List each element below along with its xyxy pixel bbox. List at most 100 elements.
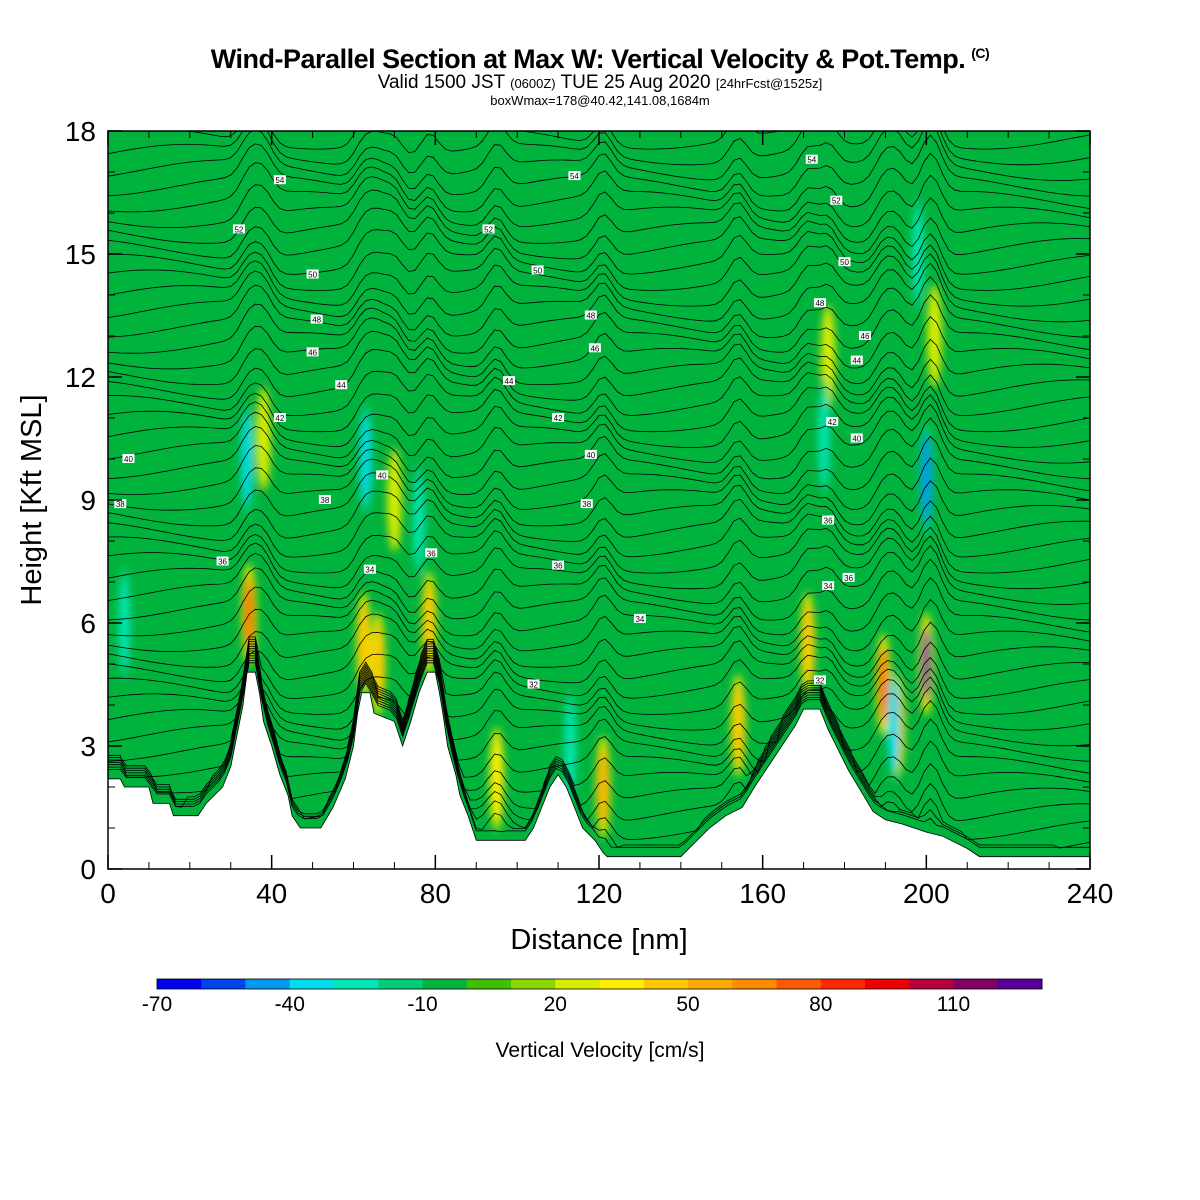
colorbar-tick-label: 80 xyxy=(809,993,832,1016)
x-tick-label: 0 xyxy=(100,878,116,909)
colorbar-frame xyxy=(156,978,1043,990)
theta-contour-line xyxy=(108,315,1090,370)
valid-date: TUE 25 Aug 2020 xyxy=(560,72,711,93)
theta-contour-line xyxy=(108,648,1090,778)
theta-contour-label-text: 36 xyxy=(824,517,833,526)
chart-subtitle: Valid 1500 JST (0600Z) TUE 25 Aug 2020 [… xyxy=(0,72,1200,94)
theta-contour-line xyxy=(108,435,1090,495)
downdraft-core-20 xyxy=(888,680,899,771)
colorbar-swatch xyxy=(378,979,423,989)
theta-contour-label: 32 xyxy=(527,679,540,690)
x-axis-label: Distance [nm] xyxy=(510,924,687,956)
theta-contour-label: 34 xyxy=(822,581,835,591)
valid-time: Valid 1500 JST xyxy=(377,72,505,93)
colorbar: -70 -40 -10 20 50 80 110 xyxy=(142,978,1043,1016)
colorbar-tick-label: -40 xyxy=(275,993,305,1016)
theta-contour-label: 52 xyxy=(482,224,495,234)
downdraft-core-18 xyxy=(565,701,576,791)
theta-contour-label-text: 40 xyxy=(378,471,387,480)
theta-contour-label: 46 xyxy=(858,331,871,341)
downdraft-core-22 xyxy=(913,209,924,299)
theta-contour-label: 38 xyxy=(318,495,331,505)
theta-contour-label: 40 xyxy=(584,449,597,460)
terrain-profile xyxy=(107,671,1091,870)
colorbar-swatch xyxy=(776,979,822,989)
box-wmax-info: boxWmax=178@40.42,141.08,1684m xyxy=(490,93,710,108)
theta-contour-label: 36 xyxy=(842,572,855,583)
theta-contour-labels: 32 32 34 34 34 36 36 36 36 36 38 38 38 40 40 40 40 42 42 42… xyxy=(114,154,871,690)
downdraft-core-16 xyxy=(360,414,371,504)
colorbar-swatch xyxy=(732,979,777,989)
x-tick-label: 80 xyxy=(420,878,451,909)
updraft-core-4 xyxy=(390,465,399,535)
colorbar-swatch xyxy=(511,979,556,989)
theta-contour-label: 34 xyxy=(633,613,646,624)
theta-contour-label: 50 xyxy=(838,257,851,267)
theta-contour-line xyxy=(108,189,1090,244)
theta-contour-label-text: 52 xyxy=(484,225,493,234)
theta-contour-line xyxy=(108,613,1090,668)
theta-contour-label: 50 xyxy=(306,269,319,280)
theta-contour-line xyxy=(108,207,1090,260)
colorbar-swatch xyxy=(909,979,954,989)
theta-contour-label-text: 48 xyxy=(815,299,824,308)
theta-contour-label-text: 36 xyxy=(844,574,853,583)
theta-contour-label: 46 xyxy=(588,343,601,353)
y-tick-label: 18 xyxy=(65,116,96,147)
theta-contour-line xyxy=(108,253,1090,307)
theta-contours xyxy=(108,131,1090,849)
theta-contour-label: 36 xyxy=(822,515,835,526)
colorbar-swatch xyxy=(555,979,600,989)
updraft-core-7 xyxy=(599,752,608,822)
colorbar-swatch xyxy=(201,979,246,989)
theta-contour-label-text: 42 xyxy=(828,418,837,427)
utc-time: (0600Z) xyxy=(510,76,556,91)
theta-contour-label-text: 44 xyxy=(505,377,514,386)
updraft-core-2 xyxy=(359,608,368,679)
colorbar-tick-label: 50 xyxy=(676,993,699,1016)
theta-contour-label-text: 44 xyxy=(337,381,346,390)
theta-contour-label: 36 xyxy=(216,556,229,567)
y-tick-label: 15 xyxy=(65,239,96,270)
theta-contour-label: 50 xyxy=(531,265,544,275)
theta-contour-label: 52 xyxy=(232,224,245,234)
theta-contour-line xyxy=(108,229,1090,275)
downdraft-core-17 xyxy=(413,475,424,566)
theta-contour-label-text: 48 xyxy=(586,312,595,321)
theta-contour-label-text: 34 xyxy=(824,582,833,591)
colorbar-swatch xyxy=(334,979,379,989)
theta-contour-line xyxy=(108,417,1090,480)
theta-contour-line xyxy=(108,174,1090,228)
theta-contour-line xyxy=(108,457,1090,511)
theta-contour-line xyxy=(108,403,1090,464)
colorbar-swatch xyxy=(466,979,512,989)
updraft-core-13 xyxy=(922,629,931,699)
theta-contour-label-text: 40 xyxy=(124,455,133,464)
theta-contour-label-text: 54 xyxy=(807,156,816,165)
theta-contour-label-text: 50 xyxy=(533,266,542,275)
theta-contour-label-text: 38 xyxy=(320,496,329,505)
theta-contour-line xyxy=(108,662,1090,848)
x-tick-label: 160 xyxy=(739,878,786,909)
theta-contour-label: 34 xyxy=(363,564,376,575)
theta-contour-label-text: 32 xyxy=(815,676,824,685)
updraft-core-1 xyxy=(259,403,268,474)
theta-contour-label: 54 xyxy=(273,175,286,185)
theta-contour-line xyxy=(108,643,1090,747)
colorbar-swatch xyxy=(245,979,291,989)
theta-contour-label-text: 54 xyxy=(275,176,284,185)
colorbar-tick-label: 20 xyxy=(544,993,567,1016)
theta-contour-label: 48 xyxy=(813,298,826,308)
theta-contour-label-text: 50 xyxy=(840,258,849,267)
downdraft-core-15 xyxy=(242,414,253,504)
theta-contour-label-text: 46 xyxy=(308,348,317,357)
theta-contour-label: 40 xyxy=(850,433,863,444)
downdraft-core-19 xyxy=(819,393,830,484)
theta-contour-label-text: 34 xyxy=(365,566,374,575)
theta-contour-line xyxy=(108,657,1090,841)
theta-contour-line xyxy=(108,370,1090,417)
theta-contour-line xyxy=(108,638,1090,715)
theta-contour-label-text: 44 xyxy=(852,357,861,366)
